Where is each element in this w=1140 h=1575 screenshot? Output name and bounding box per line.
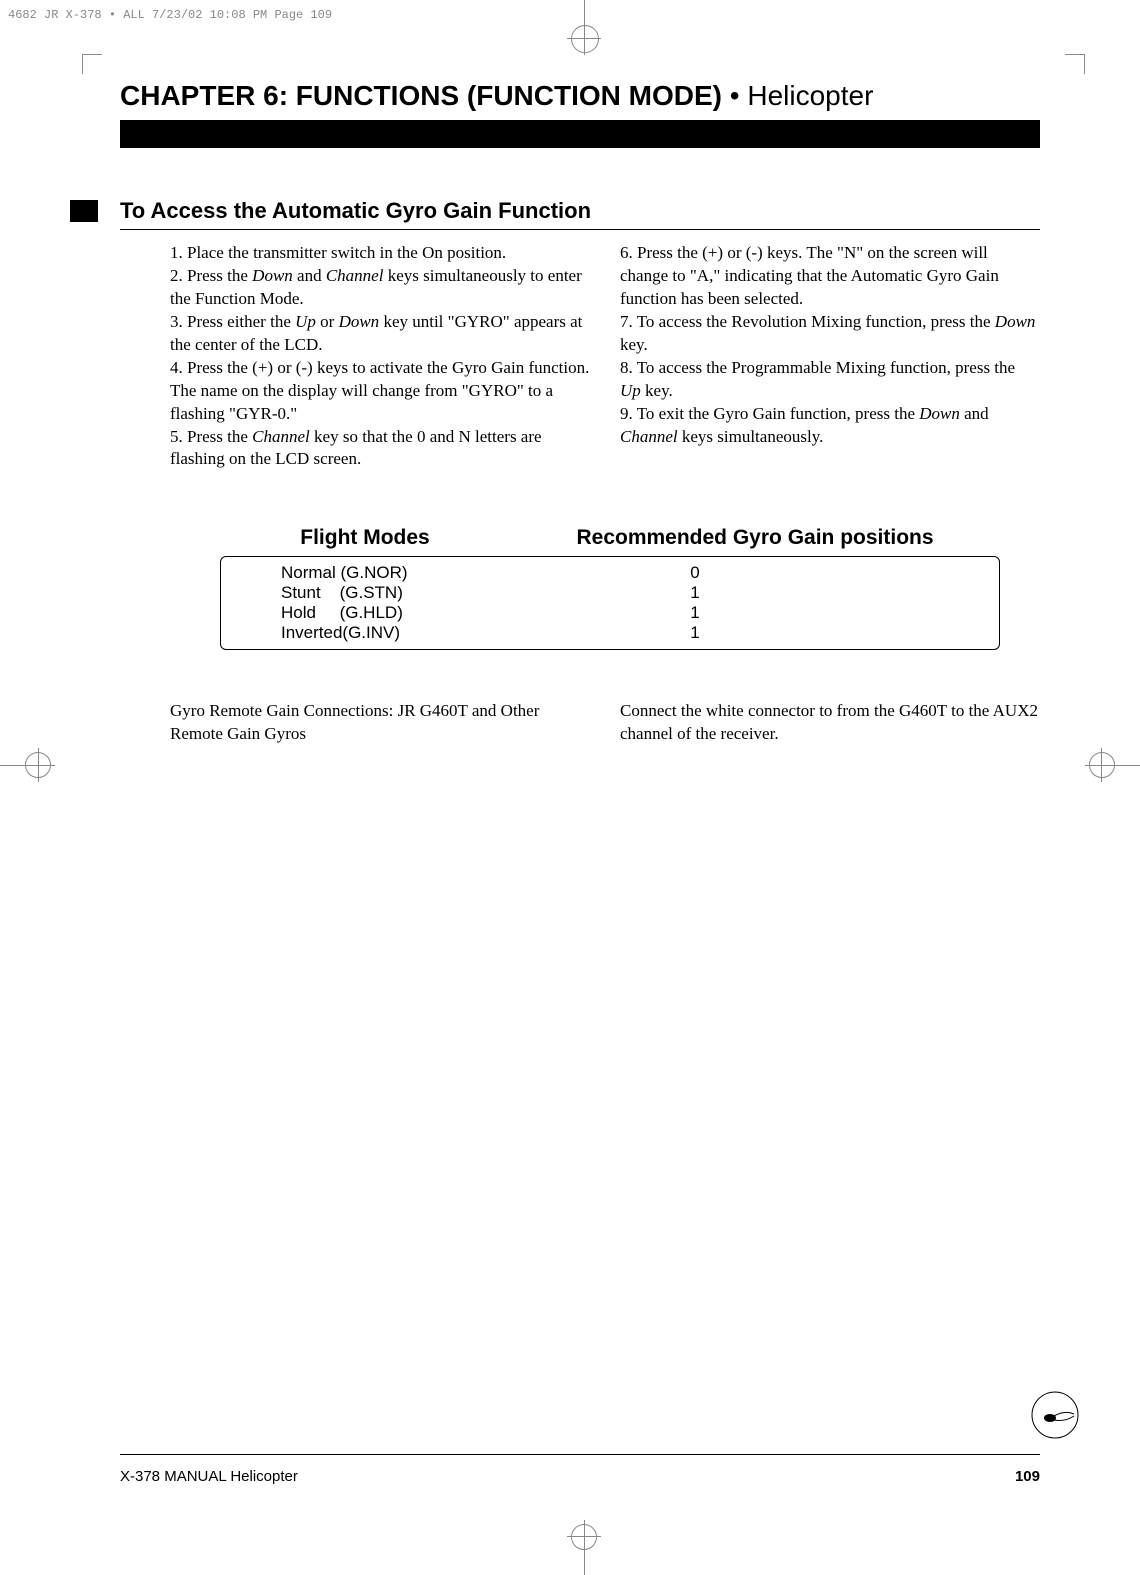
chapter-title: CHAPTER 6: FUNCTIONS (FUNCTION MODE) • H…	[120, 80, 1040, 112]
table-header-gain-positions: Recommended Gyro Gain positions	[510, 526, 1000, 550]
instructions-columns: 1. Place the transmitter switch in the O…	[170, 242, 1040, 471]
table-header-row: Flight Modes Recommended Gyro Gain posit…	[220, 526, 1000, 550]
chapter-title-subject: Helicopter	[747, 80, 873, 111]
table-row: Hold (G.HLD)1	[221, 603, 999, 623]
crop-mark-left	[0, 740, 50, 790]
table-cell-value: 1	[511, 603, 999, 623]
page-body: CHAPTER 6: FUNCTIONS (FUNCTION MODE) • H…	[120, 80, 1040, 746]
flight-modes-table: Flight Modes Recommended Gyro Gain posit…	[220, 526, 1000, 650]
table-cell-value: 0	[511, 563, 999, 583]
crop-corner-top-right	[1065, 54, 1085, 74]
footer-page-number: 109	[1015, 1468, 1040, 1485]
instruction-line: 5. Press the Channel key so that the 0 a…	[170, 426, 590, 472]
table-header-flight-modes: Flight Modes	[220, 526, 510, 550]
footer-manual-label: X-378 MANUAL Helicopter	[120, 1468, 298, 1485]
table-cell-mode: Inverted(G.INV)	[221, 623, 511, 643]
crop-corner-top-left	[82, 54, 102, 74]
gyro-connection-right: Connect the white connector to from the …	[620, 700, 1040, 746]
table-row: Normal (G.NOR)0	[221, 563, 999, 583]
instructions-left-column: 1. Place the transmitter switch in the O…	[170, 242, 590, 471]
section-underline	[120, 229, 1040, 230]
table-body: Normal (G.NOR)0Stunt (G.STN)1Hold (G.HLD…	[220, 556, 1000, 650]
instruction-line: 4. Press the (+) or (-) keys to activate…	[170, 357, 590, 426]
footer-rule	[120, 1454, 1040, 1455]
table-cell-mode: Hold (G.HLD)	[221, 603, 511, 623]
file-meta-header: 4682 JR X-378 • ALL 7/23/02 10:08 PM Pag…	[8, 8, 332, 22]
instruction-line: 6. Press the (+) or (-) keys. The "N" on…	[620, 242, 1040, 311]
crop-mark-right	[1090, 740, 1140, 790]
table-cell-mode: Stunt (G.STN)	[221, 583, 511, 603]
section-title: To Access the Automatic Gyro Gain Functi…	[120, 198, 1040, 224]
table-cell-value: 1	[511, 623, 999, 643]
crop-mark-bottom	[559, 1525, 609, 1575]
section-marker-icon	[70, 200, 98, 222]
chapter-title-bold: CHAPTER 6: FUNCTIONS (FUNCTION MODE)	[120, 80, 722, 111]
instructions-right-column: 6. Press the (+) or (-) keys. The "N" on…	[620, 242, 1040, 471]
page-footer: X-378 MANUAL Helicopter 109	[120, 1468, 1040, 1485]
gyro-connection-left: Gyro Remote Gain Connections: JR G460T a…	[170, 700, 590, 746]
brand-logo-icon	[1030, 1390, 1080, 1440]
instruction-line: 9. To exit the Gyro Gain function, press…	[620, 403, 1040, 449]
table-cell-value: 1	[511, 583, 999, 603]
instruction-line: 2. Press the Down and Channel keys simul…	[170, 265, 590, 311]
instruction-line: 8. To access the Programmable Mixing fun…	[620, 357, 1040, 403]
table-row: Stunt (G.STN)1	[221, 583, 999, 603]
instruction-line: 7. To access the Revolution Mixing funct…	[620, 311, 1040, 357]
table-row: Inverted(G.INV)1	[221, 623, 999, 643]
instruction-line: 1. Place the transmitter switch in the O…	[170, 242, 590, 265]
chapter-divider-bar	[120, 120, 1040, 148]
chapter-title-sep: •	[722, 80, 747, 111]
table-cell-mode: Normal (G.NOR)	[221, 563, 511, 583]
crop-mark-top	[559, 0, 609, 50]
instruction-line: 3. Press either the Up or Down key until…	[170, 311, 590, 357]
gyro-connection-columns: Gyro Remote Gain Connections: JR G460T a…	[170, 700, 1040, 746]
section-heading-row: To Access the Automatic Gyro Gain Functi…	[120, 198, 1040, 224]
